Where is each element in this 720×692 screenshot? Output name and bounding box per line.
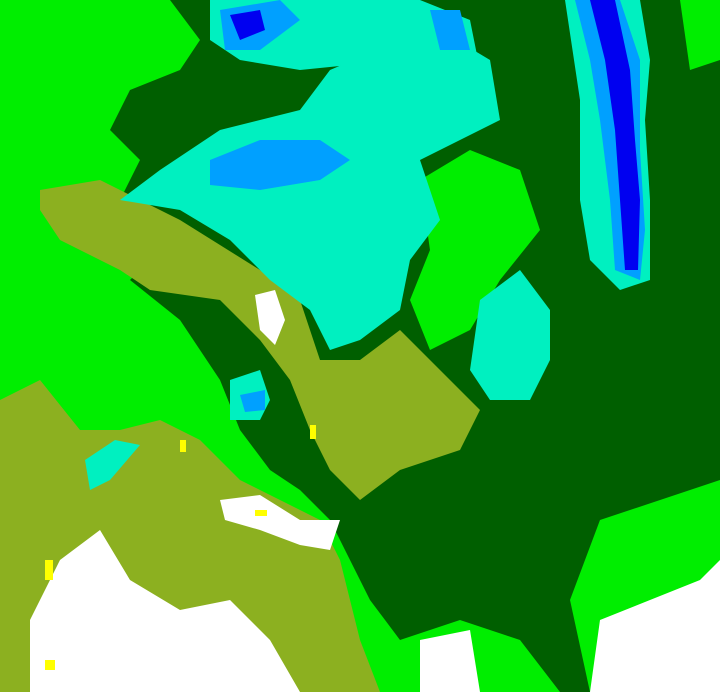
region-blue <box>230 10 265 40</box>
region-bright-green <box>680 0 720 70</box>
region-aquamarine <box>85 440 140 490</box>
region-olive <box>40 180 480 500</box>
region-white <box>255 290 285 345</box>
region-yellow <box>310 425 316 439</box>
region-white <box>220 495 340 550</box>
region-yellow <box>180 440 186 452</box>
region-yellow <box>255 510 267 516</box>
region-white <box>420 630 480 692</box>
region-light-blue <box>210 140 350 190</box>
region-light-blue <box>430 10 470 50</box>
region-blue <box>590 0 640 270</box>
region-white <box>30 530 300 692</box>
region-yellow <box>45 560 53 580</box>
region-aquamarine <box>120 30 500 350</box>
region-bright-green <box>410 150 540 350</box>
region-white <box>590 560 720 692</box>
region-light-blue <box>240 390 265 412</box>
region-yellow <box>45 660 55 670</box>
region-aquamarine <box>470 270 550 400</box>
